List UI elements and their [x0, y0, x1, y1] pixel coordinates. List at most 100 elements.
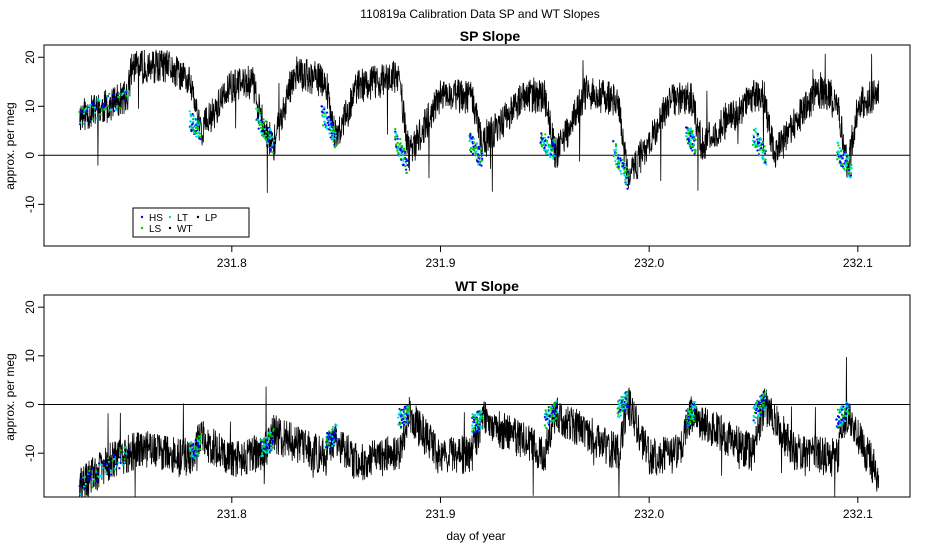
panel-sp-calibration-point	[324, 122, 328, 125]
panel-wt-calibration-point	[267, 436, 270, 439]
panel-sp-calibration-point	[118, 106, 121, 109]
panel-wt-calibration-point	[103, 460, 106, 463]
panel-wt-calibration-point	[552, 419, 555, 422]
panel-wt-calibration-point	[554, 403, 558, 406]
panel-wt-calibration-point	[404, 418, 407, 421]
panel-sp-calibration-point	[550, 149, 553, 153]
panel-sp-calibration-point	[84, 107, 88, 110]
panel-wt-calibration-point	[119, 461, 122, 464]
panel-wt-calibration-point	[626, 390, 629, 393]
panel-wt-calibration-point	[121, 463, 124, 467]
panel-sp-calibration-point	[189, 120, 192, 123]
panel-wt-calibration-point	[840, 423, 843, 426]
panel-wt-calibration-point	[271, 435, 274, 438]
panel-wt-calibration-point	[264, 439, 268, 442]
panel-sp: SP Slope -10 0 10 20 231.8 231.9 232.0 232.1 a…	[3, 28, 911, 270]
panel-sp-calibration-point	[333, 146, 336, 149]
panel-sp-marks	[44, 49, 910, 193]
panel-wt-calibration-point	[329, 447, 332, 451]
panel-wt-calibration-point	[399, 421, 403, 424]
panel-sp-calibration-point	[199, 137, 202, 141]
panel-sp-calibration-point	[116, 104, 119, 108]
panel-wt-calibration-point	[325, 448, 328, 451]
panel-sp-calibration-point	[82, 122, 85, 125]
panel-sp-calibration-point	[751, 139, 755, 142]
panel-wt-calibration-point	[328, 445, 331, 449]
panel-wt-calibration-point	[97, 476, 101, 479]
panel-wt-calibration-point	[100, 474, 103, 477]
panel-sp-calibration-point	[621, 158, 624, 161]
panel-sp-calibration-point	[550, 141, 554, 144]
panel-sp-calibration-point	[471, 152, 474, 156]
panel-sp-xtick-label: 232.1	[843, 256, 873, 270]
panel-sp-calibration-point	[850, 163, 853, 167]
panel-sp-calibration-point	[261, 132, 265, 135]
panel-wt-calibration-point	[622, 395, 625, 399]
panel-wt-calibration-point	[265, 451, 268, 454]
panel-sp-calibration-point	[840, 150, 843, 153]
panel-wt-calibration-point	[550, 407, 553, 410]
panel-wt-calibration-point	[123, 461, 126, 464]
panel-sp-calibration-point	[93, 111, 97, 114]
panel-sp-calibration-cluster	[394, 127, 409, 175]
panel-wt-calibration-point	[125, 452, 128, 455]
panel-wt-calibration-point	[754, 411, 758, 415]
panel-wt-calibration-point	[91, 486, 94, 489]
legend-marker-ls	[140, 226, 144, 230]
panel-sp-calibration-point	[764, 152, 767, 155]
panel-sp-ytick-label: 10	[23, 99, 37, 113]
panel-sp-calibration-point	[480, 148, 483, 151]
panel-wt-calibration-point	[844, 414, 848, 418]
panel-sp-calibration-point	[262, 118, 265, 121]
panel-sp-calibration-point	[98, 106, 101, 109]
panel-wt-calibration-point	[554, 412, 558, 415]
panel-wt-calibration-point	[267, 442, 271, 445]
panel-wt-calibration-point	[107, 457, 110, 460]
panel-sp-calibration-point	[758, 141, 761, 144]
panel-sp-calibration-point	[394, 138, 397, 141]
panel-wt-calibration-point	[195, 446, 198, 449]
panel-sp-calibration-point	[328, 132, 331, 135]
panel-sp-calibration-point	[544, 144, 547, 147]
panel-sp-calibration-point	[615, 145, 618, 148]
panel-wt-calibration-point	[760, 399, 764, 402]
panel-sp-calibration-point	[623, 168, 626, 171]
panel-sp-calibration-point	[112, 109, 116, 113]
panel-sp-calibration-point	[838, 146, 841, 150]
panel-sp-calibration-point	[326, 111, 329, 114]
panel-wt-calibration-point	[754, 421, 757, 424]
panel-wt-calibration-point	[480, 413, 483, 416]
panel-sp-xtick-label: 231.9	[425, 256, 455, 270]
panel-wt-calibration-point	[402, 423, 406, 426]
panel-wt-calibration-point	[191, 458, 195, 461]
panel-sp-calibration-point	[617, 167, 620, 170]
panel-sp-calibration-point	[334, 144, 337, 147]
panel-sp-calibration-point	[395, 133, 399, 137]
panel-wt-calibration-point	[199, 434, 203, 437]
panel-sp-calibration-point	[324, 111, 327, 114]
panel-wt-calibration-point	[192, 455, 195, 458]
panel-wt-calibration-point	[694, 406, 697, 409]
panel-wt-calibration-cluster	[471, 409, 484, 435]
panel-wt-calibration-point	[553, 414, 556, 418]
panel-wt-calibration-point	[550, 419, 553, 422]
panel-sp-calibration-point	[118, 95, 121, 98]
panel-sp-calibration-point	[690, 131, 694, 134]
panel-sp-calibration-point	[197, 130, 201, 133]
panel-wt-calibration-point	[473, 421, 476, 424]
panel-sp-calibration-point	[843, 154, 846, 157]
panel-wt-calibration-point	[91, 467, 95, 470]
panel-wt-calibration-point	[126, 449, 130, 452]
panel-sp-calibration-point	[479, 160, 482, 163]
panel-sp-calibration-point	[475, 146, 478, 149]
panel-sp-calibration-point	[258, 111, 261, 114]
panel-wt-calibration-point	[691, 413, 694, 416]
panel-sp-calibration-point	[616, 155, 619, 158]
panel-wt-calibration-point	[762, 404, 765, 407]
panel-sp-xtick-label: 232.0	[634, 256, 664, 270]
panel-sp-calibration-point	[406, 159, 409, 162]
panel-sp-calibration-point	[547, 146, 550, 149]
panel-wt-calibration-point	[326, 431, 329, 435]
panel-sp-calibration-point	[764, 149, 767, 152]
panel-wt-calibration-point	[478, 421, 481, 424]
